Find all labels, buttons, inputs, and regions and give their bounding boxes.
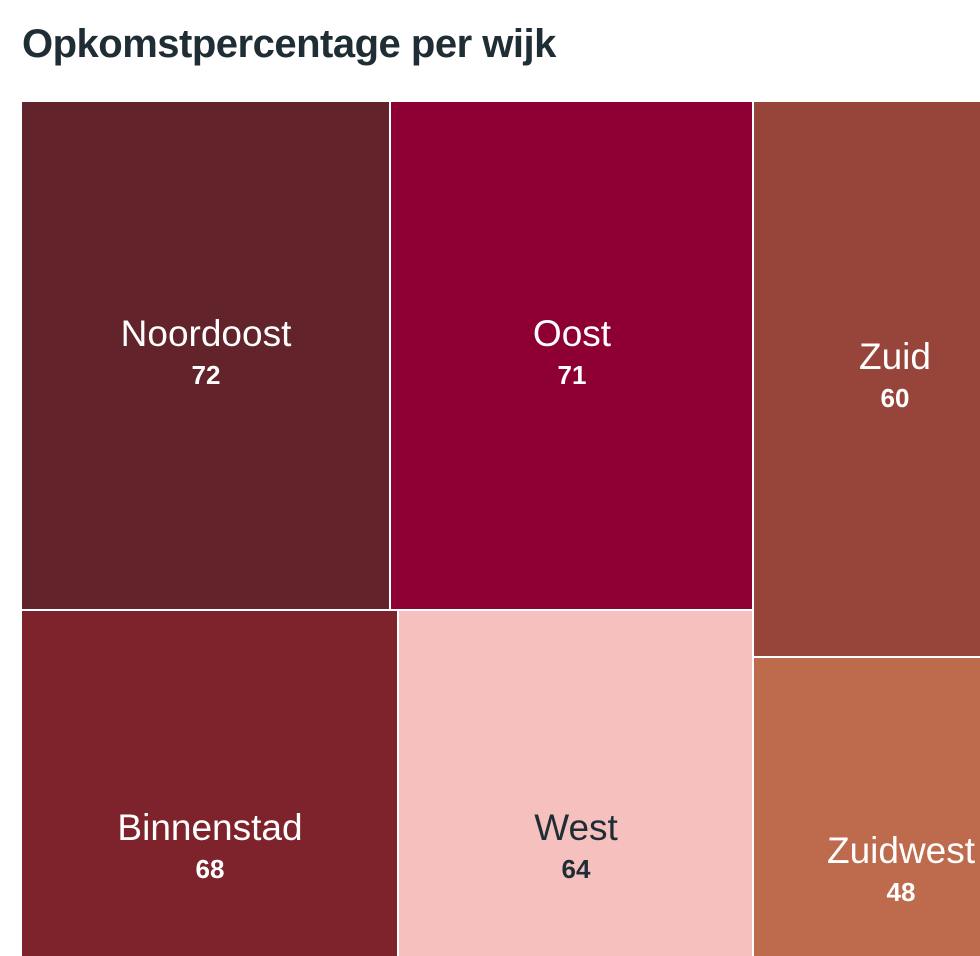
tile-label-binnenstad: Binnenstad [117,807,302,848]
treemap-tile-oost[interactable] [389,100,754,611]
tile-label-oost: Oost [533,313,612,354]
tile-label-zuidwest: Zuidwest [827,830,976,871]
treemap-tile-west[interactable] [397,609,754,956]
tile-value-west: 64 [562,854,591,884]
tile-value-zuid: 60 [881,383,910,413]
tile-label-west: West [534,807,618,848]
treemap-tile-noordoost[interactable] [20,100,391,611]
tile-value-zuidwest: 48 [887,877,916,907]
tile-value-oost: 71 [558,360,587,390]
treemap-tile-zuid[interactable] [752,100,980,658]
chart-title: Opkomstpercentage per wijk [22,22,556,66]
tile-label-noordoost: Noordoost [121,313,292,354]
treemap-tile-zuidwest[interactable] [752,656,980,956]
tile-value-binnenstad: 68 [196,854,225,884]
treemap-tiles: Noordoost 72 Oost 71 Zuid 60 Binnenstad 68 West 6… [20,100,980,956]
treemap-tile-binnenstad[interactable] [20,609,399,956]
tile-value-noordoost: 72 [192,360,221,390]
tile-label-zuid: Zuid [859,336,931,377]
